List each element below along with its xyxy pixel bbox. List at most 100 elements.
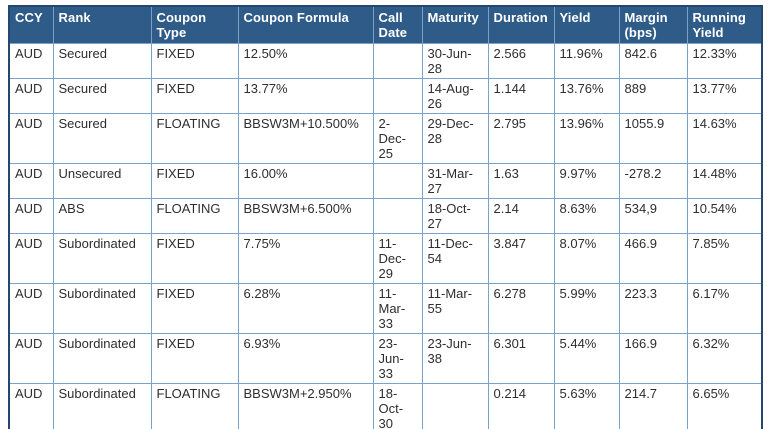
- cell-yield: 11.96%: [553, 43, 620, 79]
- cell-coupon-formula: 6.93%: [237, 333, 374, 384]
- cell-yield: 8.63%: [553, 198, 620, 234]
- cell-ccy: AUD: [8, 43, 54, 79]
- table-row: AUD Secured FIXED 13.77% 14-Aug-26 1.144 13.76…: [8, 78, 763, 114]
- cell-duration: 0.214: [487, 383, 555, 429]
- cell-rank: Subordinated: [52, 383, 152, 429]
- cell-coupon-type: FIXED: [150, 283, 239, 334]
- cell-rank: Subordinated: [52, 283, 152, 334]
- cell-call-date: [372, 78, 423, 114]
- cell-margin-bps: 166.9: [618, 333, 688, 384]
- cell-coupon-type: FIXED: [150, 163, 239, 199]
- cell-running-yield: 10.54%: [686, 198, 763, 234]
- cell-call-date: 2-Dec-25: [372, 113, 423, 164]
- cell-call-date: 18-Oct-30: [372, 383, 423, 429]
- cell-coupon-formula: BBSW3M+10.500%: [237, 113, 374, 164]
- cell-running-yield: 13.77%: [686, 78, 763, 114]
- cell-coupon-type: FIXED: [150, 233, 239, 284]
- cell-coupon-formula: 12.50%: [237, 43, 374, 79]
- cell-yield: 13.96%: [553, 113, 620, 164]
- table-row: AUD Subordinated FIXED 6.28% 11-Mar-33 11-Mar…: [8, 283, 763, 334]
- table-row: AUD Subordinated FIXED 6.93% 23-Jun-33 23-Jun…: [8, 333, 763, 384]
- header-row: CCY Rank Coupon Type Coupon Formula Call…: [8, 5, 763, 44]
- cell-ccy: AUD: [8, 198, 54, 234]
- cell-coupon-type: FIXED: [150, 43, 239, 79]
- cell-maturity: 29-Dec-28: [421, 113, 489, 164]
- table-row: AUD Subordinated FIXED 7.75% 11-Dec-29 11-Dec…: [8, 233, 763, 284]
- cell-ccy: AUD: [8, 383, 54, 429]
- col-header-margin-bps: Margin (bps): [618, 5, 688, 44]
- cell-coupon-formula: 16.00%: [237, 163, 374, 199]
- cell-margin-bps: 534,9: [618, 198, 688, 234]
- cell-maturity: 14-Aug-26: [421, 78, 489, 114]
- cell-running-yield: 6.17%: [686, 283, 763, 334]
- col-header-coupon-type: Coupon Type: [150, 5, 239, 44]
- cell-running-yield: 14.48%: [686, 163, 763, 199]
- cell-duration: 2.14: [487, 198, 555, 234]
- cell-maturity: 11-Mar-55: [421, 283, 489, 334]
- cell-ccy: AUD: [8, 233, 54, 284]
- cell-maturity: 11-Dec-54: [421, 233, 489, 284]
- cell-yield: 5.44%: [553, 333, 620, 384]
- cell-call-date: 23-Jun-33: [372, 333, 423, 384]
- cell-margin-bps: 889: [618, 78, 688, 114]
- cell-running-yield: 12.33%: [686, 43, 763, 79]
- cell-running-yield: 6.65%: [686, 383, 763, 429]
- table-row: AUD Unsecured FIXED 16.00% 31-Mar-27 1.63 9.97…: [8, 163, 763, 199]
- cell-yield: 5.99%: [553, 283, 620, 334]
- cell-margin-bps: 214.7: [618, 383, 688, 429]
- cell-ccy: AUD: [8, 333, 54, 384]
- col-header-rank: Rank: [52, 5, 152, 44]
- cell-rank: Secured: [52, 43, 152, 79]
- cell-ccy: AUD: [8, 163, 54, 199]
- cell-call-date: 11-Dec-29: [372, 233, 423, 284]
- cell-duration: 6.278: [487, 283, 555, 334]
- table-row: AUD ABS FLOATING BBSW3M+6.500% 18-Oct-27 2.14…: [8, 198, 763, 234]
- cell-maturity: 18-Oct-27: [421, 198, 489, 234]
- cell-duration: 3.847: [487, 233, 555, 284]
- cell-margin-bps: 1055.9: [618, 113, 688, 164]
- cell-margin-bps: -278.2: [618, 163, 688, 199]
- cell-rank: Subordinated: [52, 333, 152, 384]
- col-header-call-date: Call Date: [372, 5, 423, 44]
- table-row: AUD Secured FIXED 12.50% 30-Jun-28 2.566 11.96…: [8, 43, 763, 79]
- cell-duration: 2.795: [487, 113, 555, 164]
- col-header-ccy: CCY: [8, 5, 54, 44]
- cell-running-yield: 7.85%: [686, 233, 763, 284]
- cell-margin-bps: 223.3: [618, 283, 688, 334]
- cell-duration: 1.144: [487, 78, 555, 114]
- cell-yield: 5.63%: [553, 383, 620, 429]
- cell-call-date: [372, 163, 423, 199]
- cell-ccy: AUD: [8, 283, 54, 334]
- cell-yield: 9.97%: [553, 163, 620, 199]
- cell-coupon-type: FIXED: [150, 333, 239, 384]
- cell-rank: Secured: [52, 78, 152, 114]
- cell-maturity: 23-Jun-38: [421, 333, 489, 384]
- cell-running-yield: 14.63%: [686, 113, 763, 164]
- cell-coupon-formula: 7.75%: [237, 233, 374, 284]
- cell-maturity: [421, 383, 489, 429]
- col-header-running-yield: Running Yield: [686, 5, 763, 44]
- cell-coupon-formula: BBSW3M+2.950%: [237, 383, 374, 429]
- cell-call-date: [372, 198, 423, 234]
- cell-duration: 1.63: [487, 163, 555, 199]
- cell-duration: 2.566: [487, 43, 555, 79]
- bond-table: CCY Rank Coupon Type Coupon Formula Call…: [8, 5, 763, 429]
- cell-ccy: AUD: [8, 78, 54, 114]
- col-header-coupon-formula: Coupon Formula: [237, 5, 374, 44]
- col-header-maturity: Maturity: [421, 5, 489, 44]
- cell-coupon-type: FIXED: [150, 78, 239, 114]
- cell-running-yield: 6.32%: [686, 333, 763, 384]
- cell-rank: Unsecured: [52, 163, 152, 199]
- col-header-duration: Duration: [487, 5, 555, 44]
- cell-coupon-type: FLOATING: [150, 113, 239, 164]
- cell-ccy: AUD: [8, 113, 54, 164]
- cell-call-date: 11-Mar-33: [372, 283, 423, 334]
- cell-duration: 6.301: [487, 333, 555, 384]
- col-header-yield: Yield: [553, 5, 620, 44]
- cell-maturity: 31-Mar-27: [421, 163, 489, 199]
- cell-call-date: [372, 43, 423, 79]
- cell-yield: 8.07%: [553, 233, 620, 284]
- cell-margin-bps: 842.6: [618, 43, 688, 79]
- cell-rank: Secured: [52, 113, 152, 164]
- cell-margin-bps: 466.9: [618, 233, 688, 284]
